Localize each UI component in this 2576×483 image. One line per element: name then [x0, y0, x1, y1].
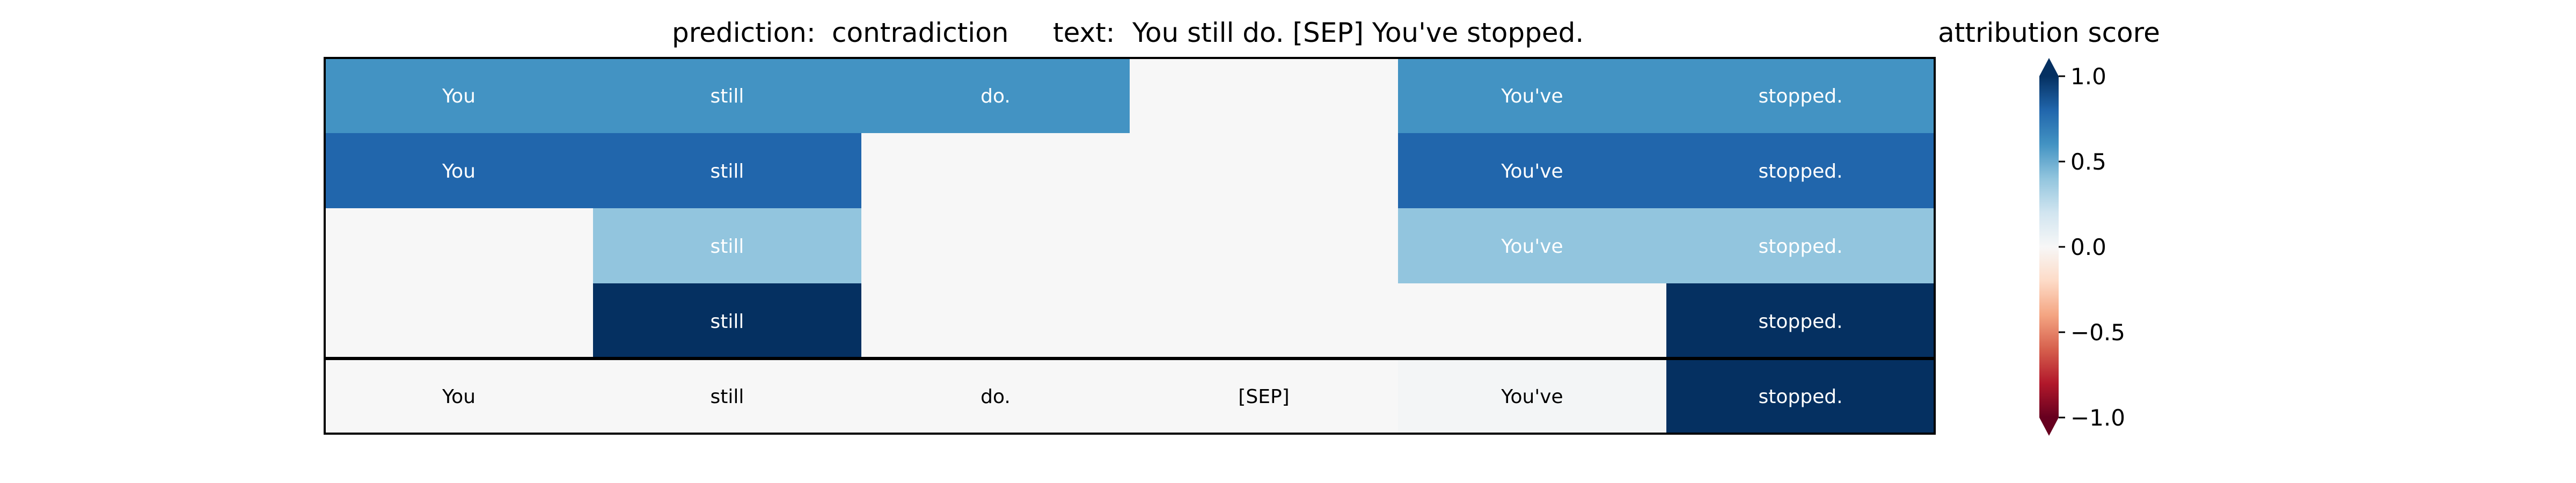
- heatmap-cell: [861, 58, 1130, 134]
- heatmap-cell: [325, 58, 594, 134]
- prediction-label: prediction:: [672, 17, 816, 48]
- token-label: stopped.: [1758, 311, 1842, 333]
- token-label: do.: [980, 386, 1011, 408]
- heatmap-cell: [325, 283, 594, 359]
- token-label: You've: [1501, 160, 1563, 182]
- token-label: You've: [1501, 386, 1563, 408]
- heatmap-cell: [1666, 208, 1935, 284]
- colorbar-tick-label: 1.0: [2070, 63, 2106, 90]
- heatmap-cell: [325, 358, 594, 434]
- heatmap-cell: [861, 358, 1130, 434]
- heatmap-cell: [1130, 133, 1399, 209]
- heatmap-cell: [1130, 208, 1399, 284]
- heatmap-cell: [1398, 133, 1667, 209]
- heatmap-cell: [325, 208, 594, 284]
- colorbar-ticks: 1.0 0.5 0.0 −0.5 −1.0: [2059, 63, 2125, 431]
- colorbar-extend-top: [2039, 58, 2059, 76]
- heatmap-cell: [1398, 58, 1667, 134]
- heatmap-cell: [325, 133, 594, 209]
- heatmap-cell: [861, 133, 1130, 209]
- token-label: You: [442, 386, 475, 408]
- token-label: stopped.: [1758, 160, 1842, 182]
- token-label: You've: [1501, 85, 1563, 107]
- colorbar-extend-bottom: [2039, 418, 2059, 436]
- token-label: still: [711, 311, 744, 333]
- colorbar-tick-label: 0.0: [2070, 234, 2106, 260]
- token-label: still: [711, 236, 744, 258]
- heatmap-cell: [1666, 58, 1935, 134]
- token-label: [SEP]: [1238, 386, 1289, 408]
- heatmap-cell: [593, 283, 862, 359]
- token-label: stopped.: [1758, 386, 1842, 408]
- heatmap-cell: [593, 58, 862, 134]
- token-label: stopped.: [1758, 236, 1842, 258]
- input-text: You still do. [SEP] You've stopped.: [1132, 17, 1584, 48]
- heatmap-cell: [1666, 283, 1935, 359]
- heatmap-cell: [861, 208, 1130, 284]
- prediction-value: contradiction: [832, 17, 1008, 48]
- heatmap-cell: [593, 208, 862, 284]
- heatmap-cell: [1398, 358, 1667, 434]
- heatmap-cells: You still do. You've stopped. You still You've s…: [325, 58, 1935, 434]
- heatmap-frame: [324, 57, 1936, 435]
- token-label: stopped.: [1758, 85, 1842, 107]
- token-label: do.: [980, 85, 1011, 107]
- colorbar: [2039, 76, 2059, 418]
- token-label: still: [711, 386, 744, 408]
- text-label: text:: [1053, 17, 1115, 48]
- heatmap-cell: [593, 133, 862, 209]
- colorbar-title: attribution score: [1938, 17, 2160, 48]
- heatmap-cell: [1666, 133, 1935, 209]
- heatmap-cell: [1130, 58, 1399, 134]
- heatmap-cell: [1666, 358, 1935, 434]
- colorbar-tick-label: 0.5: [2070, 149, 2106, 175]
- colorbar-tick-label: −0.5: [2070, 319, 2125, 346]
- heatmap-cell: [861, 283, 1130, 359]
- heatmap-cell: [1130, 358, 1399, 434]
- token-label: You've: [1501, 236, 1563, 258]
- heatmap-cell: [1398, 283, 1667, 359]
- token-label: still: [711, 160, 744, 182]
- heatmap-cell: [1130, 283, 1399, 359]
- heatmap-cell: [593, 358, 862, 434]
- heatmap-cell: [1398, 208, 1667, 284]
- token-label: still: [711, 85, 744, 107]
- token-label: You: [442, 85, 475, 107]
- token-label: You: [442, 160, 475, 182]
- colorbar-tick-label: −1.0: [2070, 405, 2125, 431]
